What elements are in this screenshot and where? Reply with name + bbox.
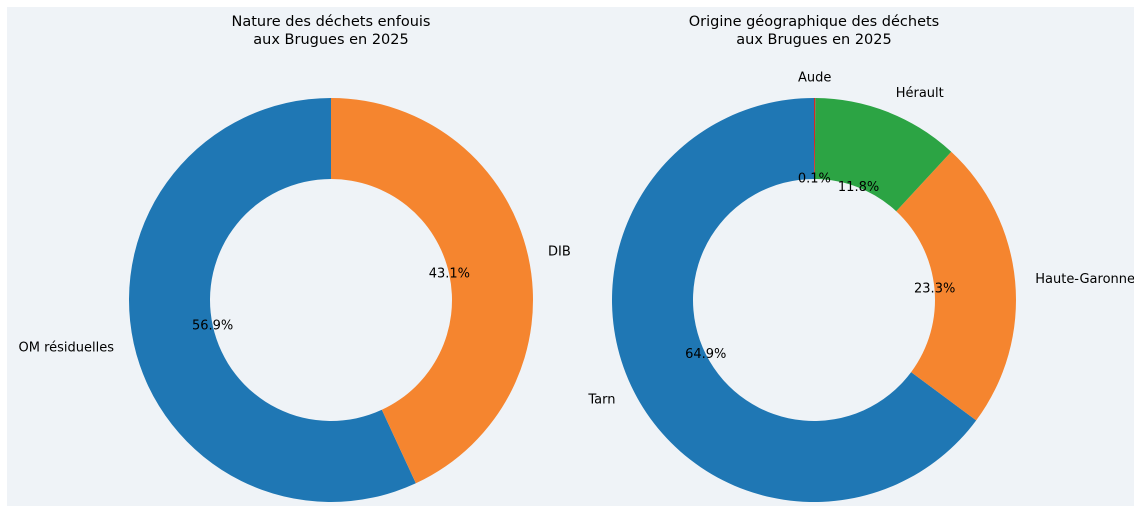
value-label: 43.1% (429, 266, 470, 281)
donut-wedge (611, 98, 977, 502)
chart-title: aux Brugues en 2025 (736, 32, 891, 48)
donut-wedge (331, 98, 533, 484)
donut-wedge (814, 98, 952, 212)
category-label: Haute-Garonne (1035, 272, 1134, 287)
value-label: 11.8% (838, 180, 879, 195)
category-label: Hérault (896, 86, 944, 101)
value-label: 56.9% (192, 319, 233, 334)
chart-title: Nature des déchets enfouis (232, 14, 431, 30)
value-label: 23.3% (914, 281, 955, 296)
value-label: 0.1% (798, 171, 831, 186)
donut-wedge (129, 98, 416, 502)
category-label: Aude (798, 70, 831, 85)
category-label: Tarn (587, 392, 615, 407)
donut-wedge (896, 151, 1016, 421)
chart-title: Origine géographique des déchets (689, 14, 940, 30)
donut-wedge (814, 98, 816, 180)
value-label: 64.9% (685, 347, 726, 362)
category-label: OM résiduelles (18, 340, 114, 355)
category-label: DIB (548, 245, 571, 260)
chart-title: aux Brugues en 2025 (253, 32, 408, 48)
